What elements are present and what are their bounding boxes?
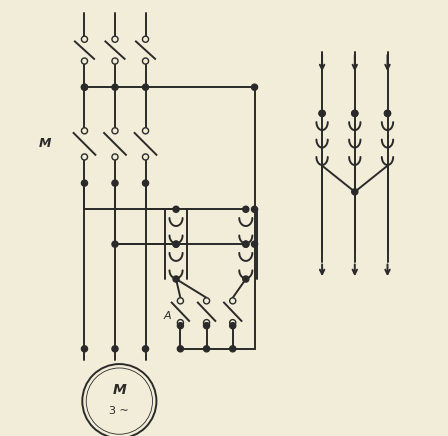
Circle shape	[112, 128, 118, 134]
Circle shape	[384, 110, 391, 116]
Circle shape	[173, 241, 179, 247]
Text: M: M	[112, 383, 126, 397]
Circle shape	[112, 346, 118, 352]
Circle shape	[203, 346, 210, 352]
Circle shape	[82, 128, 87, 134]
Circle shape	[142, 180, 149, 186]
Circle shape	[112, 154, 118, 160]
Circle shape	[203, 320, 210, 326]
Circle shape	[319, 110, 325, 116]
Circle shape	[319, 110, 325, 116]
Circle shape	[177, 320, 183, 326]
Circle shape	[173, 276, 179, 282]
Circle shape	[251, 84, 258, 90]
Text: M: M	[39, 137, 52, 150]
Text: A: A	[164, 311, 171, 321]
Circle shape	[142, 346, 149, 352]
Circle shape	[203, 298, 210, 304]
Circle shape	[243, 241, 249, 247]
Circle shape	[230, 346, 236, 352]
Circle shape	[82, 84, 87, 90]
Text: 3 ~: 3 ~	[109, 406, 129, 416]
Circle shape	[112, 84, 118, 90]
Circle shape	[230, 298, 236, 304]
Circle shape	[142, 128, 149, 134]
Circle shape	[230, 320, 236, 326]
Circle shape	[142, 84, 149, 90]
Circle shape	[82, 364, 156, 436]
Circle shape	[86, 368, 152, 434]
Circle shape	[173, 241, 179, 247]
Circle shape	[352, 189, 358, 195]
Circle shape	[82, 154, 87, 160]
Circle shape	[177, 346, 183, 352]
Circle shape	[384, 110, 391, 116]
Circle shape	[82, 84, 87, 90]
Circle shape	[352, 110, 358, 116]
Circle shape	[352, 110, 358, 116]
Circle shape	[112, 36, 118, 42]
Circle shape	[173, 206, 179, 212]
Circle shape	[142, 154, 149, 160]
Circle shape	[243, 276, 249, 282]
Circle shape	[203, 323, 210, 329]
Circle shape	[251, 241, 258, 247]
Circle shape	[230, 323, 236, 329]
Circle shape	[142, 36, 149, 42]
Circle shape	[82, 36, 87, 42]
Circle shape	[177, 323, 183, 329]
Circle shape	[112, 180, 118, 186]
Circle shape	[142, 58, 149, 64]
Circle shape	[82, 58, 87, 64]
Circle shape	[251, 206, 258, 212]
Circle shape	[112, 58, 118, 64]
Circle shape	[243, 206, 249, 212]
Circle shape	[177, 298, 183, 304]
Circle shape	[82, 346, 87, 352]
Circle shape	[82, 180, 87, 186]
Circle shape	[112, 241, 118, 247]
Circle shape	[243, 241, 249, 247]
